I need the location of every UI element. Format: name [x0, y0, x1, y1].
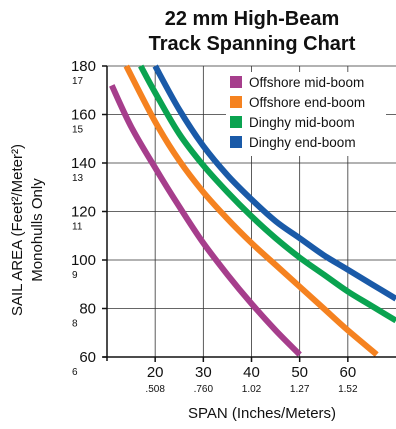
x-tick-label: 60 — [339, 364, 356, 381]
x-tick-label: 20 — [147, 364, 164, 381]
y-tick-label: 160 — [71, 107, 96, 124]
y-tick-sublabel: 17 — [72, 76, 84, 87]
series-line — [109, 84, 302, 357]
y-axis-label-line2: Monohulls Only — [29, 178, 46, 282]
y-tick-label: 140 — [71, 155, 96, 172]
series-line — [152, 64, 396, 302]
series-line — [138, 64, 396, 324]
x-axis-label: SPAN (Inches/Meters) — [188, 405, 336, 422]
y-tick-label: 60 — [79, 349, 96, 366]
series-line — [123, 64, 379, 357]
y-tick-sublabel: 6 — [72, 367, 78, 378]
legend-background — [226, 72, 386, 156]
x-tick-sublabel: .508 — [145, 384, 165, 395]
legend-label: Offshore end-boom — [249, 95, 365, 110]
x-tick-sublabel: .760 — [194, 384, 214, 395]
y-tick-label: 100 — [71, 252, 96, 269]
series-lines — [109, 64, 396, 357]
y-tick-label: 80 — [79, 301, 96, 318]
legend-swatch — [230, 76, 242, 88]
y-tick-label: 180 — [71, 58, 96, 75]
y-tick-sublabel: 15 — [72, 125, 84, 136]
chart-title-line2: Track Spanning Chart — [149, 33, 356, 55]
y-tick-label: 120 — [71, 204, 96, 221]
legend: Offshore mid-boom Offshore end-boom Dinghy… — [230, 75, 365, 150]
y-tick-sublabel: 11 — [72, 222, 83, 233]
legend-label: Offshore mid-boom — [249, 75, 364, 90]
y-tick-sublabel: 13 — [72, 173, 84, 184]
legend-swatch — [230, 116, 242, 128]
y-tick-sublabel: 8 — [72, 319, 78, 330]
x-tick-label: 40 — [243, 364, 260, 381]
x-tick-sublabel: 1.27 — [290, 384, 310, 395]
x-tick-label: 50 — [291, 364, 308, 381]
tick-labels: 60680810091201114013160151801720.50830.7… — [71, 58, 358, 395]
x-tick-sublabel: 1.02 — [242, 384, 262, 395]
legend-swatch — [230, 96, 242, 108]
legend-label: Dinghy end-boom — [249, 135, 356, 150]
y-tick-sublabel: 9 — [72, 270, 78, 281]
legend-swatch — [230, 136, 242, 148]
x-tick-label: 30 — [195, 364, 212, 381]
y-axis-label-line1: SAIL AREA (Feet²/Meter²) — [9, 144, 26, 316]
axes — [102, 65, 396, 362]
chart-title-line1: 22 mm High-Beam — [165, 8, 340, 30]
x-tick-sublabel: 1.52 — [338, 384, 358, 395]
legend-label: Dinghy mid-boom — [249, 115, 355, 130]
